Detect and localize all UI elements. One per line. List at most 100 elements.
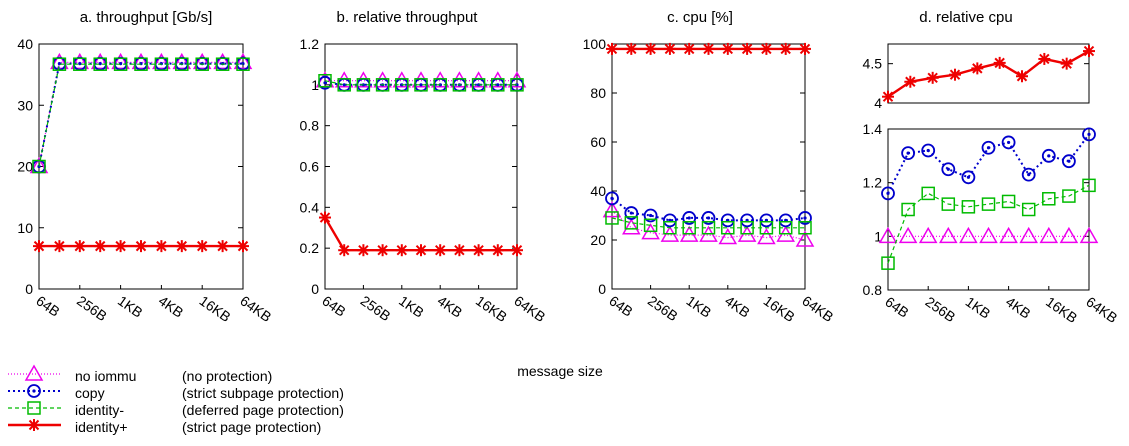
panel-c-point-identity-minus <box>740 221 754 235</box>
marker-arm <box>1016 71 1028 82</box>
panel-d-line-identity-plus <box>887 50 1090 98</box>
legend-desc-copy: (strict subpage protection) <box>182 385 344 401</box>
panel-c-x-tick-label: 1KB <box>683 292 714 320</box>
legend-desc-identity-minus: (deferred page protection) <box>182 402 344 418</box>
panel-c-point-copy <box>605 191 619 206</box>
panel-d-point-no-iommu <box>959 226 978 244</box>
panel-b-point-identity-minus <box>471 78 486 92</box>
panel-a-point-identity-plus <box>216 240 229 253</box>
panel-c-point-identity-plus <box>625 42 638 55</box>
panel-d-point-identity-plus <box>993 56 1006 69</box>
marker-arm <box>799 43 811 55</box>
panel-c-point-copy <box>682 211 697 225</box>
panel-a-y-tick-label: 30 <box>17 97 33 113</box>
legend: no iommu (no protection) copy (strict su… <box>8 364 344 435</box>
panel-a-x-tick-label: 16KB <box>196 292 233 325</box>
panel-a-title: a. throughput [Gb/s] <box>80 9 213 26</box>
marker-dot <box>78 62 82 66</box>
panel-c-point-identity-minus <box>682 221 696 235</box>
legend-marker <box>24 364 44 381</box>
marker-arm <box>972 63 983 74</box>
marker-arm <box>780 43 791 55</box>
marker-arm <box>927 72 938 84</box>
marker-ring <box>921 143 936 158</box>
panel-d-point-no-iommu <box>979 226 998 244</box>
legend-marker <box>27 384 41 398</box>
marker-dot <box>419 83 423 87</box>
legend-desc-identity-plus: (strict page protection) <box>182 419 321 435</box>
marker-ring <box>881 186 895 201</box>
marker-ring <box>798 211 812 225</box>
marker-arm <box>741 43 753 55</box>
panel-c-point-identity-minus <box>605 211 619 225</box>
marker-dot <box>986 146 991 150</box>
panel-a-y-tick-label: 40 <box>17 36 33 52</box>
panel-a-point-identity-plus <box>53 240 66 253</box>
marker-dot <box>966 175 971 179</box>
marker-dot <box>1087 132 1091 136</box>
panel-a-point-identity-plus <box>73 240 86 253</box>
panel-b-point-identity-plus <box>472 244 485 257</box>
marker-ring <box>961 170 976 185</box>
panel-b-point-identity-minus <box>337 78 351 92</box>
panel-a: 0 10 20 30 40 64B 256B 1KB 4KB 16KB 64KB <box>17 36 274 325</box>
panel-d-point-no-iommu <box>918 226 938 244</box>
marker-arm <box>683 43 695 55</box>
legend-symbol-identity-minus <box>8 401 61 415</box>
panel-d-point-no-iommu <box>898 226 918 244</box>
panel-d-point-identity-minus <box>1082 178 1096 193</box>
panel-d-point-identity-minus <box>901 202 915 217</box>
marker-arm <box>645 43 656 55</box>
panel-b-point-identity-minus <box>433 78 447 92</box>
panel-d-point-copy <box>961 170 976 185</box>
panel-c-y-tick-label: 20 <box>590 232 606 248</box>
panel-a-point-identity-minus <box>113 57 128 71</box>
panel-d-point-identity-minus <box>1021 202 1036 217</box>
panel-d-point-no-iommu <box>939 226 958 244</box>
panel-d-line-copy <box>887 133 1090 194</box>
panel-d-point-identity-plus <box>1060 57 1073 70</box>
panel-a-point-identity-minus <box>32 159 46 174</box>
legend-symbol-copy <box>8 384 61 398</box>
panel-a-point-identity-minus <box>195 57 209 71</box>
panel-c: 0 20 40 60 80 100 64B 256B 1KB 4KB 16KB 64KB <box>583 36 837 325</box>
panel-d-point-identity-minus <box>921 186 935 201</box>
panel-b-point-identity-plus <box>434 244 447 257</box>
panel-b-point-identity-plus <box>395 244 408 257</box>
marker-arm <box>703 43 714 55</box>
panel-d-x-tick-label: 4KB <box>1003 293 1034 321</box>
panel-d-point-identity-plus <box>1083 45 1095 58</box>
marker-arm <box>135 240 147 252</box>
panel-a-point-no-iommu <box>111 52 130 70</box>
panel-a-frame <box>38 43 244 290</box>
panel-c-point-no-iommu <box>795 230 815 247</box>
panel-a-x-tick-label: 4KB <box>156 292 187 320</box>
panel-d-point-identity-minus <box>941 197 956 211</box>
marker-arm <box>94 240 106 252</box>
panel-c-y-tick-label: 60 <box>590 134 606 150</box>
panel-a-point-identity-minus <box>154 57 169 71</box>
panel-c-y-tick-label: 100 <box>583 36 607 52</box>
panel-b-x-tick-label: 1KB <box>396 292 427 320</box>
panel-b-x-tick-label: 64B <box>319 292 349 319</box>
panel-b-y-tick-label: 1.2 <box>300 36 320 52</box>
panel-b-point-identity-plus <box>376 244 389 257</box>
panel-a-point-identity-minus <box>215 57 230 71</box>
panel-d-y-tick-label: 4 <box>874 95 882 111</box>
panel-b: 0 0.2 0.4 0.6 0.8 1 1.2 64B 256B 1KB 4KB 16KB 64KB <box>300 36 549 325</box>
marker-ring <box>701 211 716 225</box>
panel-c-point-no-iommu <box>757 228 776 245</box>
panel-d-point-identity-plus <box>971 62 984 75</box>
panel-c-point-copy <box>643 208 658 223</box>
panel-b-point-identity-plus <box>357 244 370 257</box>
panel-d-point-identity-plus <box>1038 52 1051 65</box>
panel-b-point-identity-minus <box>356 78 371 92</box>
panel-d-point-no-iommu <box>1019 226 1038 244</box>
x-axis-title: message size <box>517 363 603 379</box>
panel-b-y-tick-label: 1 <box>311 77 319 93</box>
marker-arm <box>606 43 618 55</box>
panel-c-y-tick-label: 80 <box>590 85 606 101</box>
panel-c-point-no-iommu <box>602 201 622 218</box>
panel-b-x-tick-label: 4KB <box>434 292 465 320</box>
panel-c-point-identity-plus <box>721 42 734 55</box>
